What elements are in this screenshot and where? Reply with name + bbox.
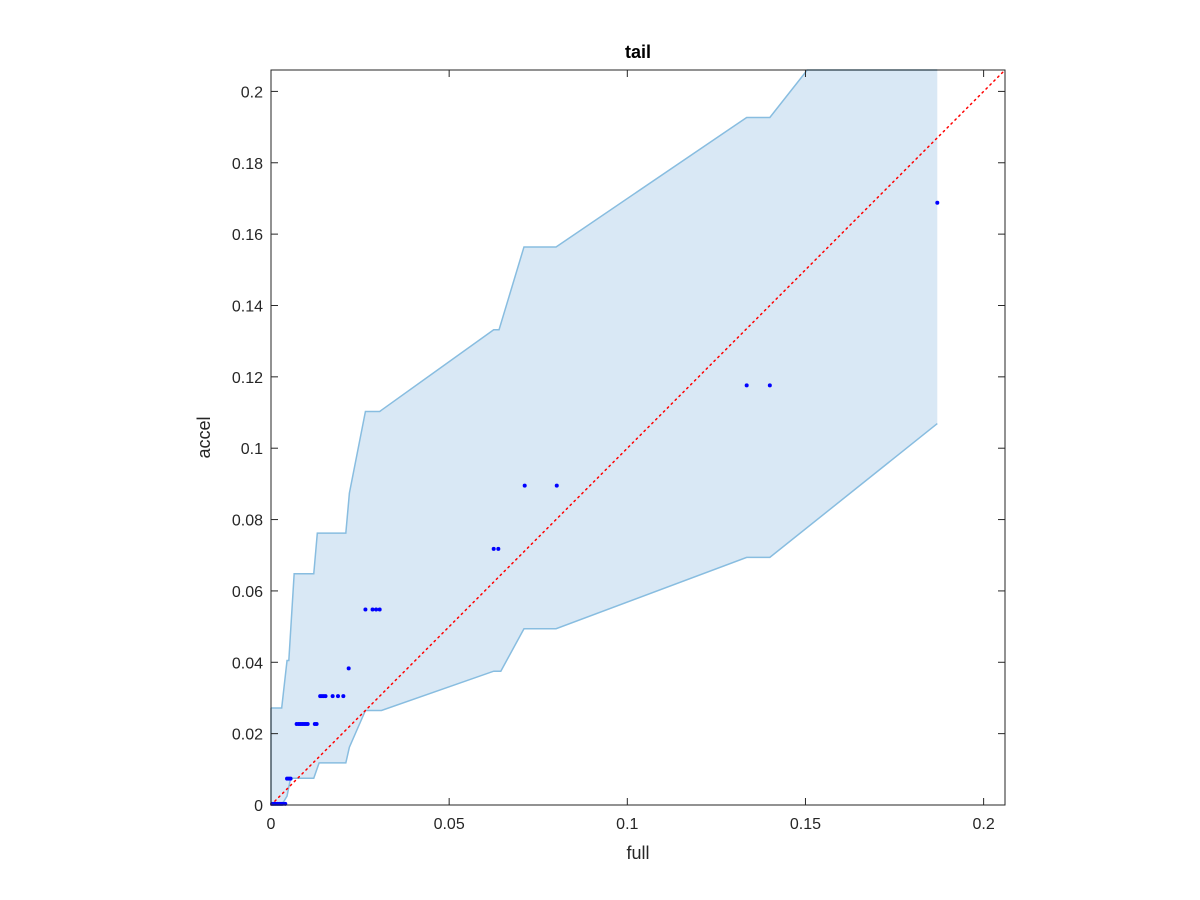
y-tick-label: 0.1 [241, 441, 263, 458]
data-point [767, 383, 772, 388]
data-point [496, 546, 501, 551]
chart-title: tail [625, 42, 651, 62]
data-point [305, 722, 310, 727]
data-point [314, 722, 319, 727]
y-tick-label: 0.14 [232, 298, 263, 315]
x-tick-label: 0.1 [616, 816, 638, 833]
data-point [744, 383, 749, 388]
y-axis-label: accel [194, 416, 214, 458]
data-point [491, 546, 496, 551]
y-tick-label: 0 [254, 798, 263, 815]
x-tick-labels: 0 0.05 0.1 0.15 0.2 [267, 816, 995, 833]
data-point [554, 483, 559, 488]
band-upper-edge [271, 69, 938, 709]
data-point [288, 776, 293, 781]
reference-line [270, 69, 1006, 806]
data-point [323, 694, 328, 699]
y-tick-label: 0.16 [232, 227, 263, 244]
y-tick-label: 0.04 [232, 655, 263, 672]
axis-ticks [270, 70, 1005, 806]
y-tick-label: 0.12 [232, 370, 263, 387]
data-point [370, 607, 375, 612]
data-point [341, 694, 346, 699]
x-tick-label: 0.15 [790, 816, 821, 833]
data-point [374, 607, 379, 612]
data-point [330, 694, 335, 699]
y-tick-label: 0.18 [232, 156, 263, 173]
data-point [335, 694, 340, 699]
x-axis-label: full [626, 843, 649, 863]
data-point [346, 666, 351, 671]
x-tick-label: 0 [267, 816, 276, 833]
y-tick-label: 0.08 [232, 513, 263, 530]
data-point [522, 483, 527, 488]
y-tick-label: 0.06 [232, 584, 263, 601]
y-tick-labels: 0 0.02 0.04 0.06 0.08 0.1 0.12 0.14 0.16 0.18 0.2 [232, 84, 263, 815]
y-tick-label: 0.02 [232, 727, 263, 744]
x-tick-label: 0.2 [972, 816, 994, 833]
data-point [363, 607, 368, 612]
y-tick-label: 0.2 [241, 84, 263, 101]
x-tick-label: 0.05 [434, 816, 465, 833]
reference-diagonal [270, 69, 1006, 806]
data-point [377, 607, 382, 612]
band-fill [271, 70, 938, 805]
data-point [935, 200, 940, 205]
plot-box [270, 69, 1006, 806]
